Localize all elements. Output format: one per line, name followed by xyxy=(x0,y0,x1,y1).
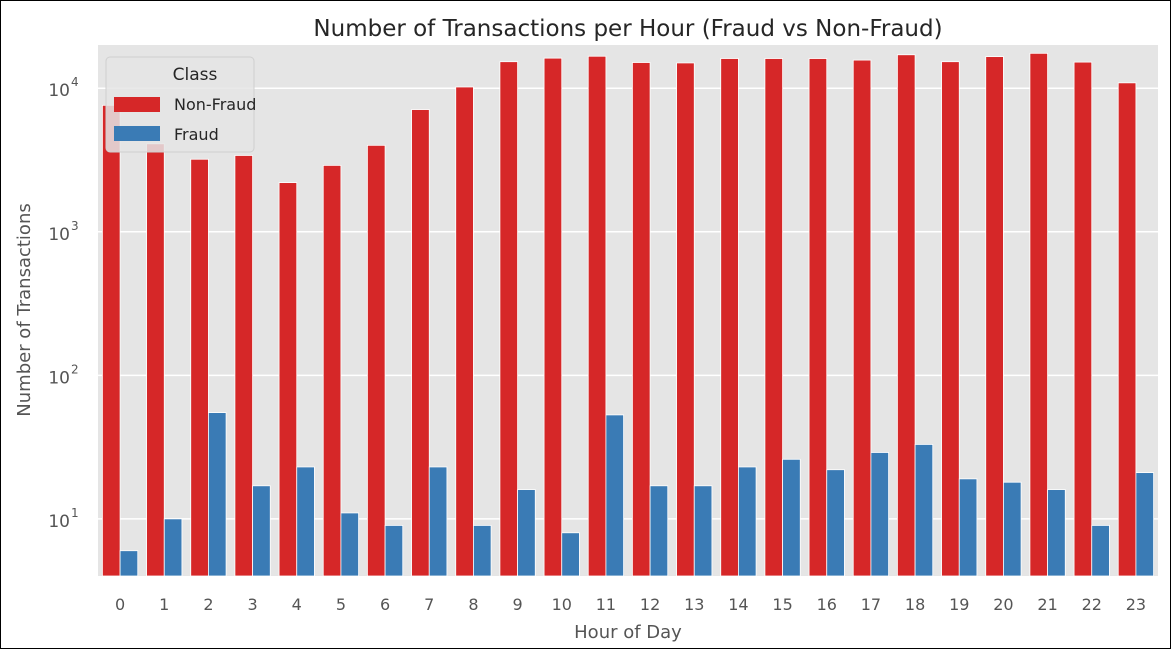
bar-non-fraud xyxy=(941,61,960,577)
bar-fraud xyxy=(428,466,448,577)
bar-fraud xyxy=(1003,481,1022,577)
bar-non-fraud xyxy=(102,104,121,577)
bar-fraud xyxy=(826,469,845,577)
x-tick-label: 10 xyxy=(552,595,572,614)
bar-fraud xyxy=(163,518,183,577)
x-tick-label: 17 xyxy=(861,595,881,614)
bar-non-fraud xyxy=(455,86,474,577)
x-tick-label: 20 xyxy=(993,595,1013,614)
y-tick-exponent: 1 xyxy=(71,506,79,520)
x-tick-label: 4 xyxy=(292,595,302,614)
legend-label-fraud: Fraud xyxy=(174,125,219,144)
bar-fraud xyxy=(1047,489,1066,577)
x-tick-label: 7 xyxy=(424,595,434,614)
x-tick-label: 2 xyxy=(203,595,213,614)
x-tick-label: 16 xyxy=(817,595,837,614)
bar-fraud xyxy=(649,485,669,577)
bar-non-fraud xyxy=(587,55,607,577)
x-tick-label: 21 xyxy=(1037,595,1057,614)
bar-fraud xyxy=(561,532,580,577)
bar-fraud xyxy=(252,485,271,577)
bar-fraud xyxy=(384,525,404,577)
x-tick-label: 1 xyxy=(159,595,169,614)
x-tick-label: 5 xyxy=(336,595,346,614)
y-tick-label: 10 xyxy=(48,368,70,388)
bar-non-fraud xyxy=(322,164,342,577)
bar-non-fraud xyxy=(897,54,916,577)
bar-non-fraud xyxy=(234,155,253,577)
bar-fraud xyxy=(296,466,315,577)
bar-fraud xyxy=(693,485,713,577)
bar-fraud xyxy=(517,489,536,577)
x-tick-label: 8 xyxy=(468,595,478,614)
bar-non-fraud xyxy=(543,57,563,577)
x-tick-label: 11 xyxy=(596,595,616,614)
x-tick-label: 22 xyxy=(1082,595,1102,614)
x-tick-label: 18 xyxy=(905,595,925,614)
legend-label-non-fraud: Non-Fraud xyxy=(174,95,256,114)
legend-title: Class xyxy=(173,65,218,85)
x-tick-label: 15 xyxy=(772,595,792,614)
bar-fraud xyxy=(119,550,139,577)
y-tick-exponent: 4 xyxy=(71,75,79,89)
bar-fraud xyxy=(1091,525,1110,577)
x-axis-label: Hour of Day xyxy=(574,622,682,643)
bar-non-fraud xyxy=(676,62,695,577)
legend-swatch-fraud xyxy=(114,126,160,141)
bar-non-fraud xyxy=(632,62,651,577)
bar-non-fraud xyxy=(1073,61,1093,577)
bar-fraud xyxy=(958,478,978,577)
y-tick-exponent: 3 xyxy=(71,219,79,233)
x-tick-label: 3 xyxy=(247,595,257,614)
y-tick-label: 10 xyxy=(48,512,70,532)
bar-fraud xyxy=(782,458,801,577)
x-tick-label: 23 xyxy=(1126,595,1146,614)
x-tick-label: 19 xyxy=(949,595,969,614)
bar-fraud xyxy=(605,414,624,577)
bar-fraud xyxy=(914,444,934,577)
bar-fraud xyxy=(208,412,227,577)
gridlines xyxy=(98,87,1158,520)
bar-non-fraud xyxy=(411,109,430,577)
bar-fraud xyxy=(340,512,359,577)
x-axis-ticks: 0 1 2 3 4 5 6 7 8 9 10 11 12 13 14 15 16 17 18 19 20 21 22 23 xyxy=(115,595,1146,614)
bar-fraud xyxy=(1135,472,1154,577)
legend: Class Non-Fraud Fraud xyxy=(105,56,256,153)
bar-fraud xyxy=(738,466,757,577)
y-axis-label: Number of Transactions xyxy=(14,203,35,416)
x-tick-label: 9 xyxy=(512,595,522,614)
bar-non-fraud xyxy=(720,58,739,577)
x-tick-label: 14 xyxy=(728,595,748,614)
bar-fraud xyxy=(870,452,889,577)
bar-non-fraud xyxy=(985,56,1004,577)
y-tick-exponent: 2 xyxy=(71,362,79,376)
bar-non-fraud xyxy=(190,158,209,577)
bars xyxy=(102,52,1154,577)
bar-non-fraud xyxy=(367,144,386,577)
bar-non-fraud xyxy=(278,182,298,577)
bar-non-fraud xyxy=(146,143,165,577)
bar-non-fraud xyxy=(808,58,828,577)
bar-non-fraud xyxy=(1029,52,1048,577)
x-tick-label: 0 xyxy=(115,595,125,614)
y-tick-label: 10 xyxy=(48,81,70,101)
legend-swatch-non-fraud xyxy=(114,97,160,112)
plot-area xyxy=(98,45,1158,576)
y-tick-label: 10 xyxy=(48,225,70,245)
bar-fraud xyxy=(473,525,492,577)
x-tick-label: 12 xyxy=(640,595,660,614)
bar-non-fraud xyxy=(764,58,783,577)
chart-title: Number of Transactions per Hour (Fraud v… xyxy=(313,16,942,42)
bar-non-fraud xyxy=(852,59,872,577)
bar-non-fraud xyxy=(499,61,518,577)
bar-non-fraud xyxy=(1117,82,1137,577)
x-tick-label: 13 xyxy=(684,595,704,614)
x-tick-label: 6 xyxy=(380,595,390,614)
